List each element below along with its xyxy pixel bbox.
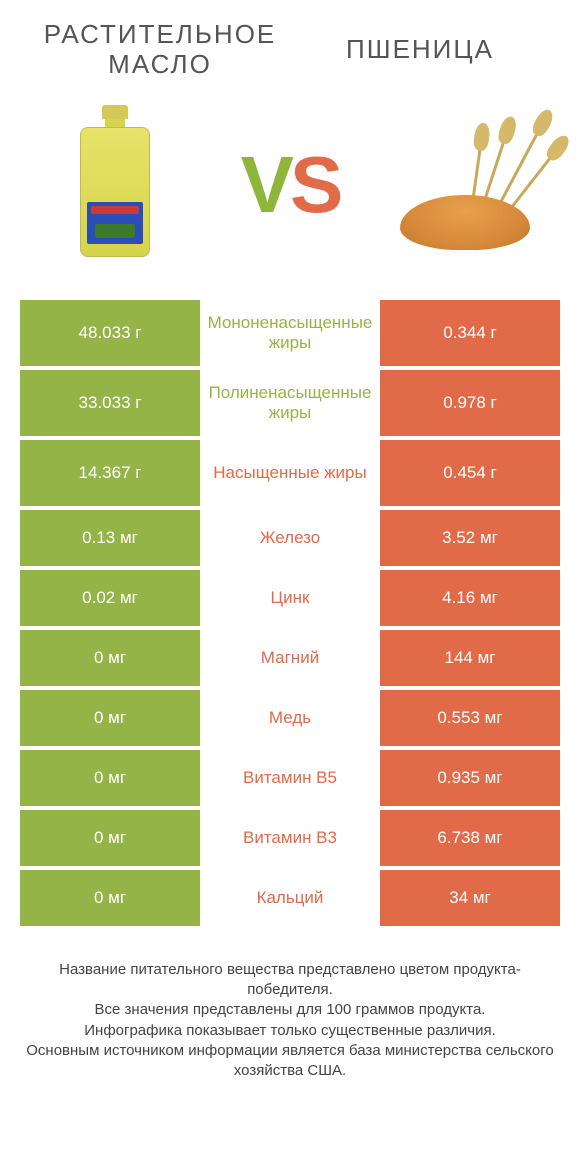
table-row: 14.367 гНасыщенные жиры0.454 г	[20, 440, 560, 506]
header: РАСТИТЕЛЬНОЕ МАСЛО ПШЕНИЦА	[0, 0, 580, 90]
vs-label: VS	[241, 139, 340, 231]
table-row: 0.02 мгЦинк4.16 мг	[20, 570, 560, 626]
nutrient-name-cell: Магний	[200, 630, 380, 686]
comparison-table: 48.033 гМононенасыщенные жиры0.344 г33.0…	[20, 300, 560, 926]
nutrient-name-cell: Витамин B5	[200, 750, 380, 806]
table-row: 33.033 гПолиненасыщенные жиры0.978 г	[20, 370, 560, 436]
footer-line-4: Основным источником информации является …	[20, 1041, 560, 1082]
wheat-image	[390, 100, 540, 270]
table-row: 48.033 гМононенасыщенные жиры0.344 г	[20, 300, 560, 366]
right-value-cell: 3.52 мг	[380, 510, 560, 566]
left-value-cell: 14.367 г	[20, 440, 200, 506]
nutrient-name-cell: Витамин B3	[200, 810, 380, 866]
footer-line-1: Название питательного вещества представл…	[20, 960, 560, 1001]
right-value-cell: 144 мг	[380, 630, 560, 686]
right-value-cell: 0.454 г	[380, 440, 560, 506]
right-value-cell: 0.935 мг	[380, 750, 560, 806]
nutrient-name-cell: Полиненасыщенные жиры	[200, 370, 380, 436]
right-value-cell: 4.16 мг	[380, 570, 560, 626]
table-row: 0 мгМагний144 мг	[20, 630, 560, 686]
left-value-cell: 0 мг	[20, 870, 200, 926]
table-row: 0.13 мгЖелезо3.52 мг	[20, 510, 560, 566]
table-row: 0 мгВитамин B36.738 мг	[20, 810, 560, 866]
vs-s-letter: S	[290, 140, 339, 229]
left-value-cell: 48.033 г	[20, 300, 200, 366]
right-product-title: ПШЕНИЦА	[290, 35, 550, 65]
vs-v-letter: V	[241, 140, 290, 229]
nutrient-name-cell: Мононенасыщенные жиры	[200, 300, 380, 366]
table-row: 0 мгМедь0.553 мг	[20, 690, 560, 746]
nutrient-name-cell: Кальций	[200, 870, 380, 926]
right-value-cell: 0.553 мг	[380, 690, 560, 746]
right-value-cell: 0.344 г	[380, 300, 560, 366]
left-value-cell: 0 мг	[20, 690, 200, 746]
nutrient-name-cell: Цинк	[200, 570, 380, 626]
left-value-cell: 0 мг	[20, 750, 200, 806]
oil-bottle-icon	[80, 105, 150, 265]
left-value-cell: 0 мг	[20, 810, 200, 866]
left-value-cell: 33.033 г	[20, 370, 200, 436]
table-row: 0 мгВитамин B50.935 мг	[20, 750, 560, 806]
nutrient-name-cell: Медь	[200, 690, 380, 746]
images-row: VS	[0, 90, 580, 300]
right-value-cell: 6.738 мг	[380, 810, 560, 866]
left-product-title: РАСТИТЕЛЬНОЕ МАСЛО	[30, 20, 290, 80]
footer-notes: Название питательного вещества представл…	[0, 930, 580, 1082]
right-value-cell: 34 мг	[380, 870, 560, 926]
nutrient-name-cell: Железо	[200, 510, 380, 566]
table-row: 0 мгКальций34 мг	[20, 870, 560, 926]
footer-line-3: Инфографика показывает только существенн…	[20, 1021, 560, 1041]
right-value-cell: 0.978 г	[380, 370, 560, 436]
footer-line-2: Все значения представлены для 100 граммо…	[20, 1000, 560, 1020]
nutrient-name-cell: Насыщенные жиры	[200, 440, 380, 506]
left-value-cell: 0.02 мг	[20, 570, 200, 626]
wheat-icon	[390, 110, 540, 260]
left-value-cell: 0.13 мг	[20, 510, 200, 566]
left-value-cell: 0 мг	[20, 630, 200, 686]
oil-image	[40, 100, 190, 270]
